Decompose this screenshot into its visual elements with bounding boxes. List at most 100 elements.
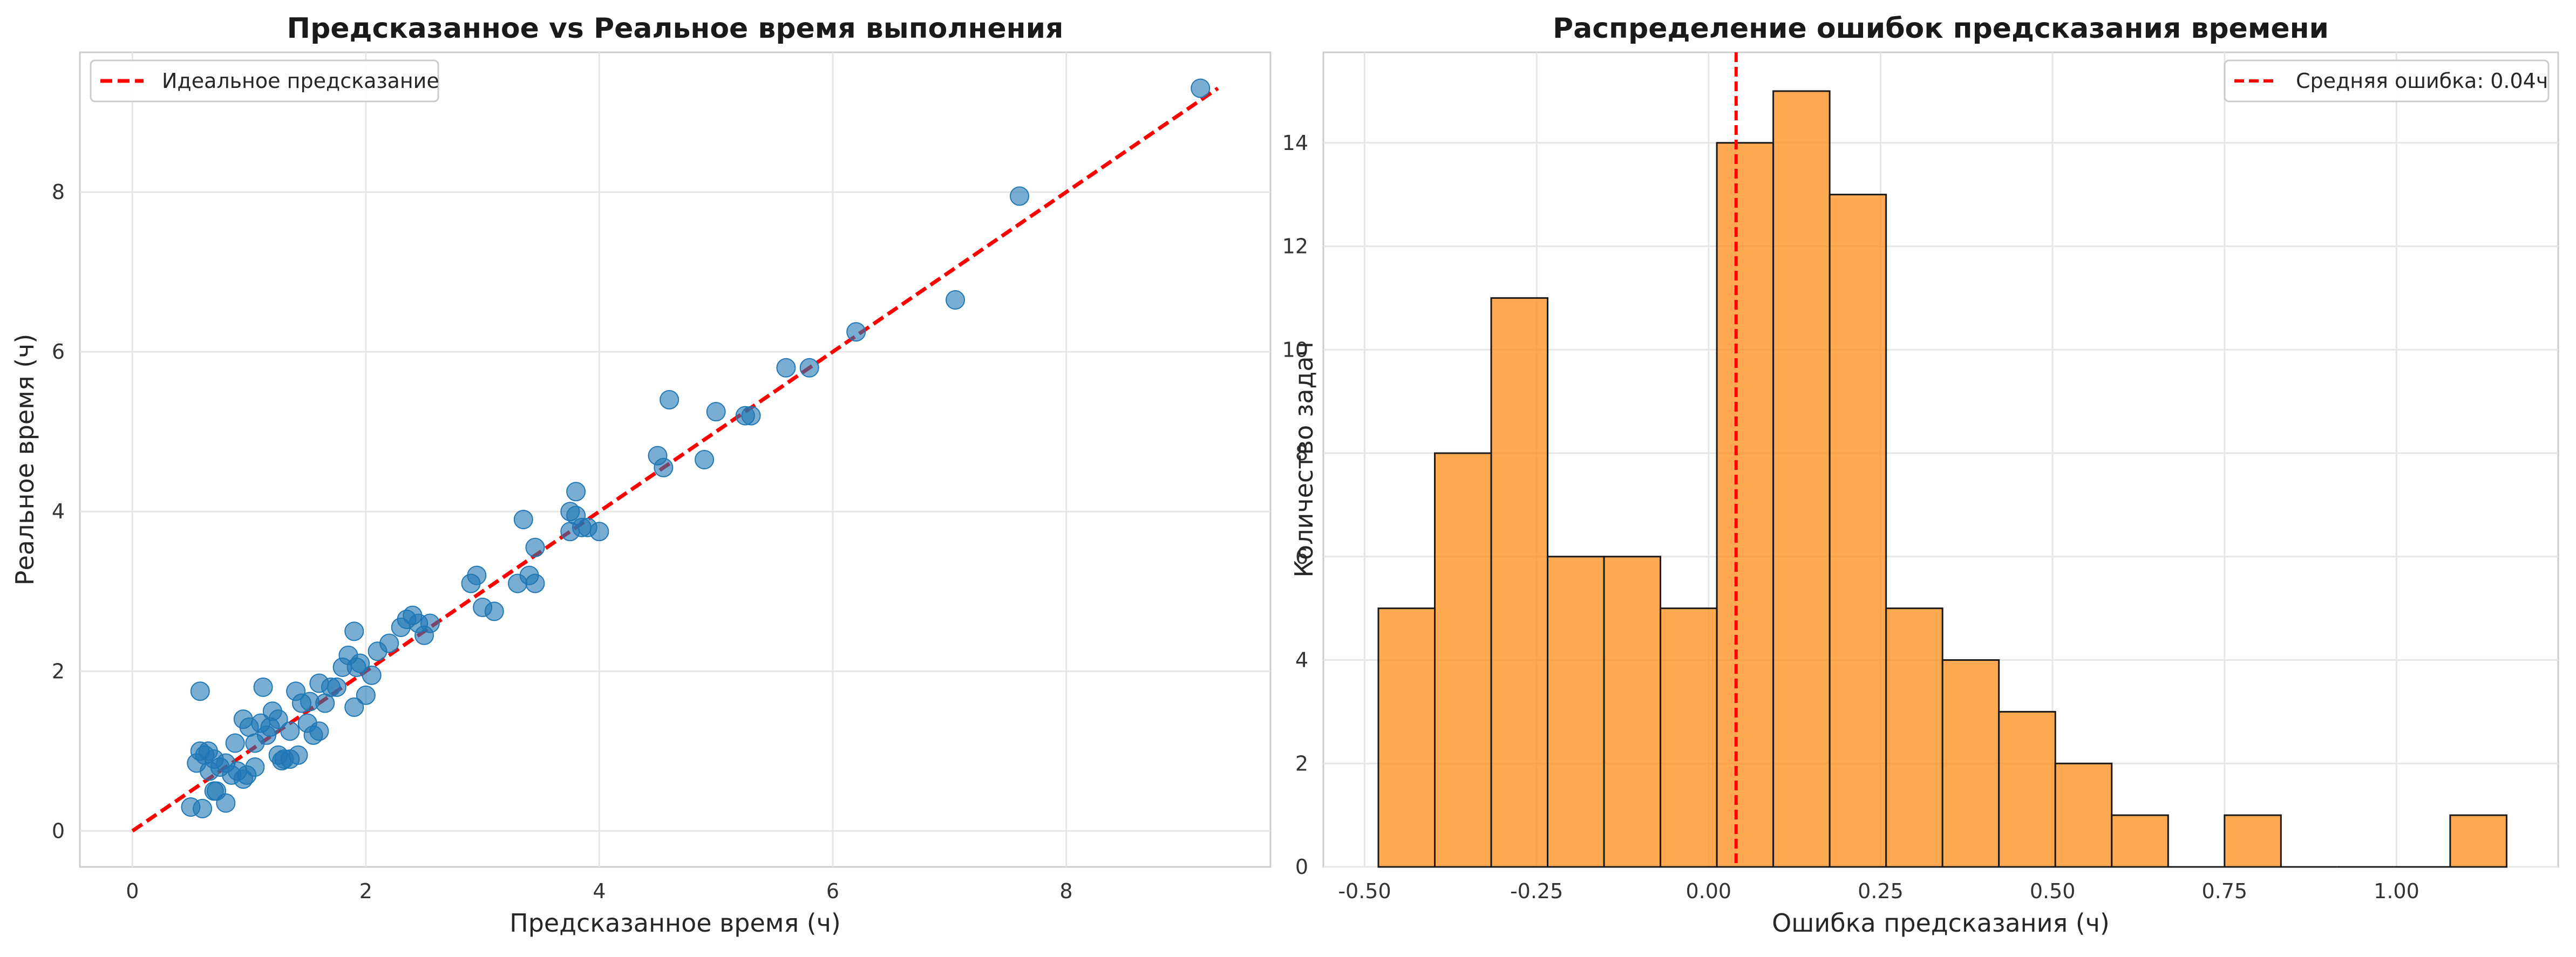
scatter-point	[566, 482, 586, 502]
histogram-bar	[1885, 607, 1943, 868]
scatter-point	[193, 798, 213, 818]
histogram-y-tick-label: 12	[1282, 235, 1308, 258]
scatter-point	[946, 290, 966, 310]
scatter-y-tick-label: 2	[52, 659, 65, 683]
histogram-bar	[1547, 556, 1605, 868]
histogram-bar	[1377, 607, 1436, 868]
scatter-point	[799, 358, 819, 378]
histogram-y-tick-label: 4	[1295, 648, 1308, 672]
scatter-title: Предсказанное vs Реальное время выполнен…	[287, 12, 1064, 45]
histogram-bar	[2224, 814, 2282, 868]
scatter-point	[525, 573, 545, 593]
scatter-point	[409, 613, 429, 633]
scatter-point	[272, 751, 292, 771]
scatter-point	[300, 692, 320, 712]
histogram-x-tick-label: -0.25	[1510, 879, 1563, 903]
histogram-y-tick-label: 0	[1295, 855, 1308, 879]
scatter-point	[846, 322, 866, 342]
scatter-point	[198, 741, 218, 761]
scatter-point	[1191, 78, 1211, 98]
scatter-y-ticks: 0 2 4 6 8	[52, 180, 65, 843]
histogram-bar	[2449, 814, 2507, 868]
histogram-y-tick-label: 14	[1282, 131, 1308, 155]
histogram-x-tick-label: 0.00	[1686, 879, 1732, 903]
scatter-point	[776, 358, 796, 378]
scatter-x-tick-label: 4	[593, 879, 606, 903]
scatter-point	[484, 601, 504, 621]
scatter-chart: 0 2 4 6 8 0 2 4 6 8 Предсказанное vs Реальное вр…	[10, 12, 1272, 938]
ideal-prediction-line	[131, 86, 1219, 833]
scatter-y-tick-label: 8	[52, 180, 65, 204]
histogram-bar	[1998, 710, 2056, 868]
scatter-point	[513, 510, 533, 530]
scatter-y-tick-label: 4	[52, 500, 65, 523]
histogram-bar	[2054, 762, 2113, 868]
scatter-point	[225, 733, 245, 753]
histogram-y-tick-label: 2	[1295, 751, 1308, 775]
histogram-x-tick-label: -0.50	[1338, 879, 1391, 903]
histogram-x-tick-label: 0.75	[2201, 879, 2247, 903]
scatter-point	[660, 389, 679, 409]
scatter-points	[181, 78, 1211, 818]
histogram-bar	[1433, 452, 1492, 868]
scatter-point	[260, 717, 280, 737]
scatter-point	[344, 697, 364, 717]
scatter-y-axis-label: Реальное время (ч)	[10, 334, 39, 586]
histogram-bar	[1716, 142, 1775, 868]
histogram-y-ticks: 0 2 4 6 8 10 12 14	[1282, 131, 1308, 879]
scatter-point	[207, 781, 227, 801]
ideal-prediction-line-layer	[131, 86, 1219, 833]
scatter-point	[706, 402, 726, 422]
scatter-point	[525, 537, 545, 557]
scatter-point	[344, 621, 364, 641]
scatter-y-tick-label: 0	[52, 819, 65, 843]
scatter-point	[589, 522, 609, 542]
scatter-point	[379, 633, 399, 653]
scatter-point	[356, 685, 376, 705]
histogram-legend-label: Средняя ошибка: 0.04ч	[2296, 69, 2548, 93]
histogram-y-axis-label: Количество задач	[1289, 341, 1318, 577]
histogram-bar	[1603, 556, 1662, 868]
scatter-point	[572, 517, 592, 537]
scatter-point	[695, 450, 715, 469]
scatter-point	[237, 765, 257, 785]
histogram-x-tick-label: 1.00	[2374, 879, 2419, 903]
histogram-y-tick-label: 10	[1282, 338, 1308, 361]
histogram-bar	[1829, 194, 1887, 868]
scatter-point	[280, 721, 300, 741]
scatter-point	[1010, 186, 1030, 206]
scatter-x-tick-label: 6	[826, 879, 839, 903]
scatter-point	[362, 665, 382, 685]
scatter-point	[253, 677, 273, 697]
histogram-chart: -0.50 -0.25 0.00 0.25 0.50 0.75 1.00 0 2 4 6 8 10 12…	[1282, 12, 2559, 938]
histogram-bars	[1377, 90, 2507, 868]
histogram-y-tick-label: 6	[1295, 545, 1308, 569]
scatter-point	[654, 457, 674, 477]
scatter-x-ticks: 0 2 4 6 8	[126, 879, 1072, 903]
scatter-point	[327, 677, 346, 697]
histogram-bar	[1660, 607, 1718, 868]
scatter-point	[741, 406, 761, 426]
scatter-x-tick-label: 2	[359, 879, 372, 903]
histogram-x-tick-label: 0.50	[2030, 879, 2076, 903]
scatter-point	[309, 721, 329, 741]
scatter-x-tick-label: 8	[1059, 879, 1072, 903]
scatter-point	[288, 745, 308, 765]
scatter-legend-box	[90, 59, 439, 102]
scatter-point	[560, 502, 580, 522]
histogram-bar	[2111, 814, 2169, 868]
histogram-legend: Средняя ошибка: 0.04ч	[2224, 59, 2550, 102]
histogram-bar	[1772, 90, 1831, 868]
histogram-legend-box	[2224, 59, 2550, 102]
histogram-bar	[1941, 659, 2000, 868]
scatter-legend: Идеальное предсказание	[90, 59, 439, 102]
scatter-point	[461, 573, 481, 593]
histogram-x-tick-label: 0.25	[1858, 879, 1904, 903]
scatter-y-tick-label: 6	[52, 340, 65, 364]
histogram-x-axis-label: Ошибка предсказания (ч)	[1772, 908, 2110, 938]
histogram-x-ticks: -0.50 -0.25 0.00 0.25 0.50 0.75 1.00	[1338, 879, 2419, 903]
histogram-bar	[1490, 297, 1549, 868]
histogram-y-tick-label: 8	[1295, 441, 1308, 465]
scatter-x-tick-label: 0	[126, 879, 139, 903]
